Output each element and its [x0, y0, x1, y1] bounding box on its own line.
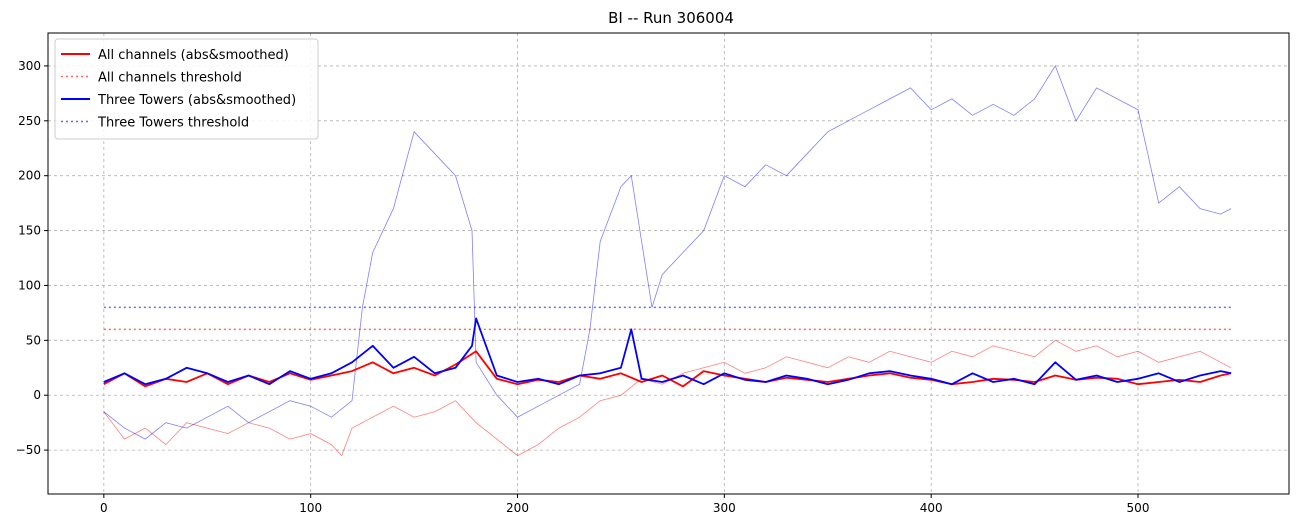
y-tick-label-3: 100 [18, 278, 41, 292]
legend-label-3: Three Towers threshold [97, 116, 249, 131]
legend-box [54, 38, 319, 140]
y-tick-label-2: 50 [26, 333, 41, 347]
smoothed-series-line-0 [103, 350, 1232, 388]
smoothed-series [103, 317, 1232, 388]
x-tick-label-0: 0 [100, 501, 108, 515]
legend-label-1: All channels threshold [98, 71, 242, 86]
x-tick-label-2: 200 [506, 501, 529, 515]
legend: All channels (abs&smoothed) All channels … [54, 38, 319, 140]
y-tick-label-1: 0 [33, 388, 41, 402]
y-tick-label-5: 200 [18, 169, 41, 183]
axes: 0 100 200 300 400 500 −50 0 50 100 150 200 250 300 [16, 32, 1290, 515]
x-tick-label-5: 500 [1127, 501, 1150, 515]
legend-label-2: Three Towers (abs&smoothed) [97, 93, 296, 108]
plot-frame [47, 32, 1290, 495]
raw-series [103, 65, 1232, 457]
x-tick-label-3: 300 [713, 501, 736, 515]
raw-series-line-1 [103, 65, 1232, 440]
legend-label-0: All channels (abs&smoothed) [98, 48, 289, 63]
y-tick-label-6: 250 [18, 114, 41, 128]
smoothed-series-line-1 [103, 317, 1232, 386]
x-tick-label-4: 400 [920, 501, 943, 515]
chart-title: BI -- Run 306004 [608, 9, 734, 27]
grid-lines [48, 33, 1289, 494]
raw-series-line-0 [103, 339, 1232, 457]
x-tick-label-1: 100 [299, 501, 322, 515]
y-tick-label-4: 150 [18, 224, 41, 238]
y-tick-label-0: −50 [16, 443, 41, 457]
y-tick-label-7: 300 [18, 59, 41, 73]
